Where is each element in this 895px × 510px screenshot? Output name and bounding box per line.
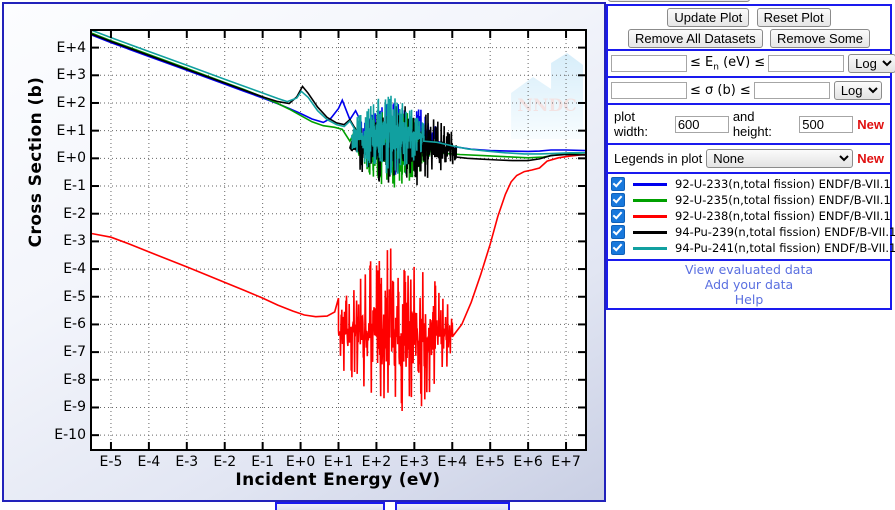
watermark-text: NNDC (517, 96, 576, 116)
energy-label-head: ≤ E (690, 54, 714, 70)
nndc-watermark: NNDC (511, 52, 584, 139)
y-tick-label: E+3 (56, 67, 86, 84)
y-tick-label: E-6 (63, 316, 86, 333)
control-panel: Update Plot Reset Plot Remove All Datase… (606, 4, 895, 310)
panel-link[interactable]: Help (734, 292, 764, 307)
new-plot-size-link[interactable]: New (857, 116, 884, 132)
reset-plot-button[interactable]: Reset Plot (756, 8, 831, 27)
energy-label-tail: (eV) ≤ (718, 54, 766, 70)
primary-buttons-row: Update Plot Reset Plot Remove All Datase… (608, 6, 890, 51)
x-tick-label: E-1 (251, 454, 275, 470)
dataset-label: 94-Pu-241(n,total fission) ENDF/B-VII.1 (675, 241, 895, 255)
dataset-color-swatch (633, 230, 667, 234)
tick-marks (92, 31, 585, 449)
new-legend-link[interactable]: New (857, 151, 884, 166)
dataset-color-swatch (633, 214, 667, 218)
x-tick-label: E+2 (361, 454, 392, 470)
legends-in-plot-select[interactable]: None (706, 149, 854, 168)
plot-width-input[interactable] (674, 115, 729, 133)
dataset-label: 92-U-233(n,total fission) ENDF/B-VII.1 (675, 177, 891, 191)
plot-canvas[interactable]: NNDC (90, 29, 587, 451)
x-tick-label: E+6 (513, 454, 543, 470)
dataset-checkbox[interactable] (611, 209, 625, 223)
y-tick-label: E-9 (63, 399, 86, 416)
dataset-row[interactable]: 92-U-238(n,total fission) ENDF/B-VII.1 (609, 208, 891, 224)
top-cutoff-control[interactable] (608, 0, 750, 2)
legends-in-plot-label: Legends in plot (614, 151, 703, 166)
y-tick-label: E-10 (54, 427, 86, 444)
grid (92, 31, 585, 449)
dataset-row[interactable]: 92-U-233(n,total fission) ENDF/B-VII.1 (609, 176, 891, 192)
bottom-cutoff-button[interactable] (395, 502, 510, 510)
y-tick-label: E-8 (63, 371, 86, 388)
dataset-label: 92-U-238(n,total fission) ENDF/B-VII.1 (675, 209, 891, 223)
dataset-color-swatch (633, 246, 667, 250)
sigma-min-input[interactable] (611, 82, 687, 99)
dataset-row[interactable]: 94-Pu-241(n,total fission) ENDF/B-VII.1 (609, 240, 895, 256)
plot-height-label: and height: (732, 109, 772, 139)
legend-position-row: Legends in plot None New (608, 145, 890, 174)
plot-height-input[interactable] (799, 115, 854, 133)
remove-all-datasets-button[interactable]: Remove All Datasets (628, 29, 763, 48)
bottom-cutoff-button[interactable] (275, 502, 385, 510)
x-tick-label: E-4 (137, 454, 161, 470)
y-axis-tick-labels: E+4 E+3 E+2 E+1 E+0 E-1 E-2 E-3 E-4 E-5 E-6 E-7 E-8 E… (36, 29, 86, 451)
chart-svg: NNDC (92, 31, 585, 449)
update-plot-button[interactable]: Update Plot (667, 8, 750, 27)
energy-max-input[interactable] (768, 55, 845, 72)
panel-links: View evaluated data Add your data Help (608, 261, 890, 308)
y-tick-label: E+4 (56, 39, 86, 56)
x-tick-label: E-2 (213, 454, 237, 470)
remove-some-button[interactable]: Remove Some (770, 29, 870, 48)
dataset-label: 94-Pu-239(n,total fission) ENDF/B-VII.1 (675, 225, 895, 239)
sigma-max-input[interactable] (753, 82, 830, 99)
y-tick-label: E-5 (63, 288, 86, 305)
energy-min-input[interactable] (611, 55, 687, 72)
x-tick-label: E-3 (175, 454, 199, 470)
energy-range-row: ≤ En (eV) ≤ Log (608, 51, 895, 78)
dataset-checkbox[interactable] (611, 241, 625, 255)
y-tick-label: E-3 (63, 233, 86, 250)
x-tick-label: E+7 (551, 454, 581, 470)
y-tick-label: E-2 (63, 205, 86, 222)
y-tick-label: E+1 (56, 122, 86, 139)
y-tick-label: E-7 (63, 344, 86, 361)
plot-window: Cross Section (b) Incident Energy (eV) E… (2, 2, 606, 502)
series-line (92, 31, 585, 175)
sigma-range-label: ≤ σ (b) ≤ (690, 83, 751, 98)
plot-size-row: plot width: and height: New (608, 105, 890, 145)
y-tick-label: E+2 (56, 94, 86, 111)
dataset-color-swatch (633, 198, 667, 202)
x-tick-label: E+1 (323, 454, 354, 470)
energy-scale-select[interactable]: Log (848, 54, 895, 73)
dataset-checkbox[interactable] (611, 193, 625, 207)
y-tick-label: E+0 (56, 150, 86, 167)
energy-label-sub: n (713, 62, 719, 73)
x-tick-label: E+4 (437, 454, 467, 470)
x-tick-label: E-5 (99, 454, 123, 470)
dataset-row[interactable]: 94-Pu-239(n,total fission) ENDF/B-VII.1 (609, 224, 895, 240)
x-tick-label: E+3 (399, 454, 430, 470)
energy-range-label: ≤ En (eV) ≤ (687, 55, 768, 73)
panel-link[interactable]: View evaluated data (684, 262, 814, 277)
dataset-color-swatch (633, 182, 667, 186)
dataset-list: 92-U-233(n,total fission) ENDF/B-VII.1 92… (608, 174, 895, 261)
dataset-label: 92-U-235(n,total fission) ENDF/B-VII.1 (675, 193, 891, 207)
panel-link[interactable]: Add your data (704, 277, 794, 292)
dataset-checkbox[interactable] (611, 225, 625, 239)
sigma-scale-select[interactable]: Log (833, 81, 882, 100)
sigma-range-row: ≤ σ (b) ≤ Log (608, 78, 890, 105)
x-tick-label: E+5 (475, 454, 505, 470)
y-tick-label: E-1 (63, 178, 86, 195)
y-tick-label: E-4 (63, 261, 86, 278)
series-line (92, 153, 585, 412)
plot-width-label: plot width: (614, 109, 648, 139)
dataset-row[interactable]: 92-U-235(n,total fission) ENDF/B-VII.1 (609, 192, 891, 208)
x-axis-tick-labels: E-5 E-4 E-3 E-2 E-1 E+0 E+1 E+2 E+3 E+4 E+5 E+6 E+7 (90, 454, 587, 474)
x-tick-label: E+0 (285, 454, 316, 470)
x-axis-title: Incident Energy (eV) (235, 470, 441, 490)
dataset-checkbox[interactable] (611, 177, 625, 191)
